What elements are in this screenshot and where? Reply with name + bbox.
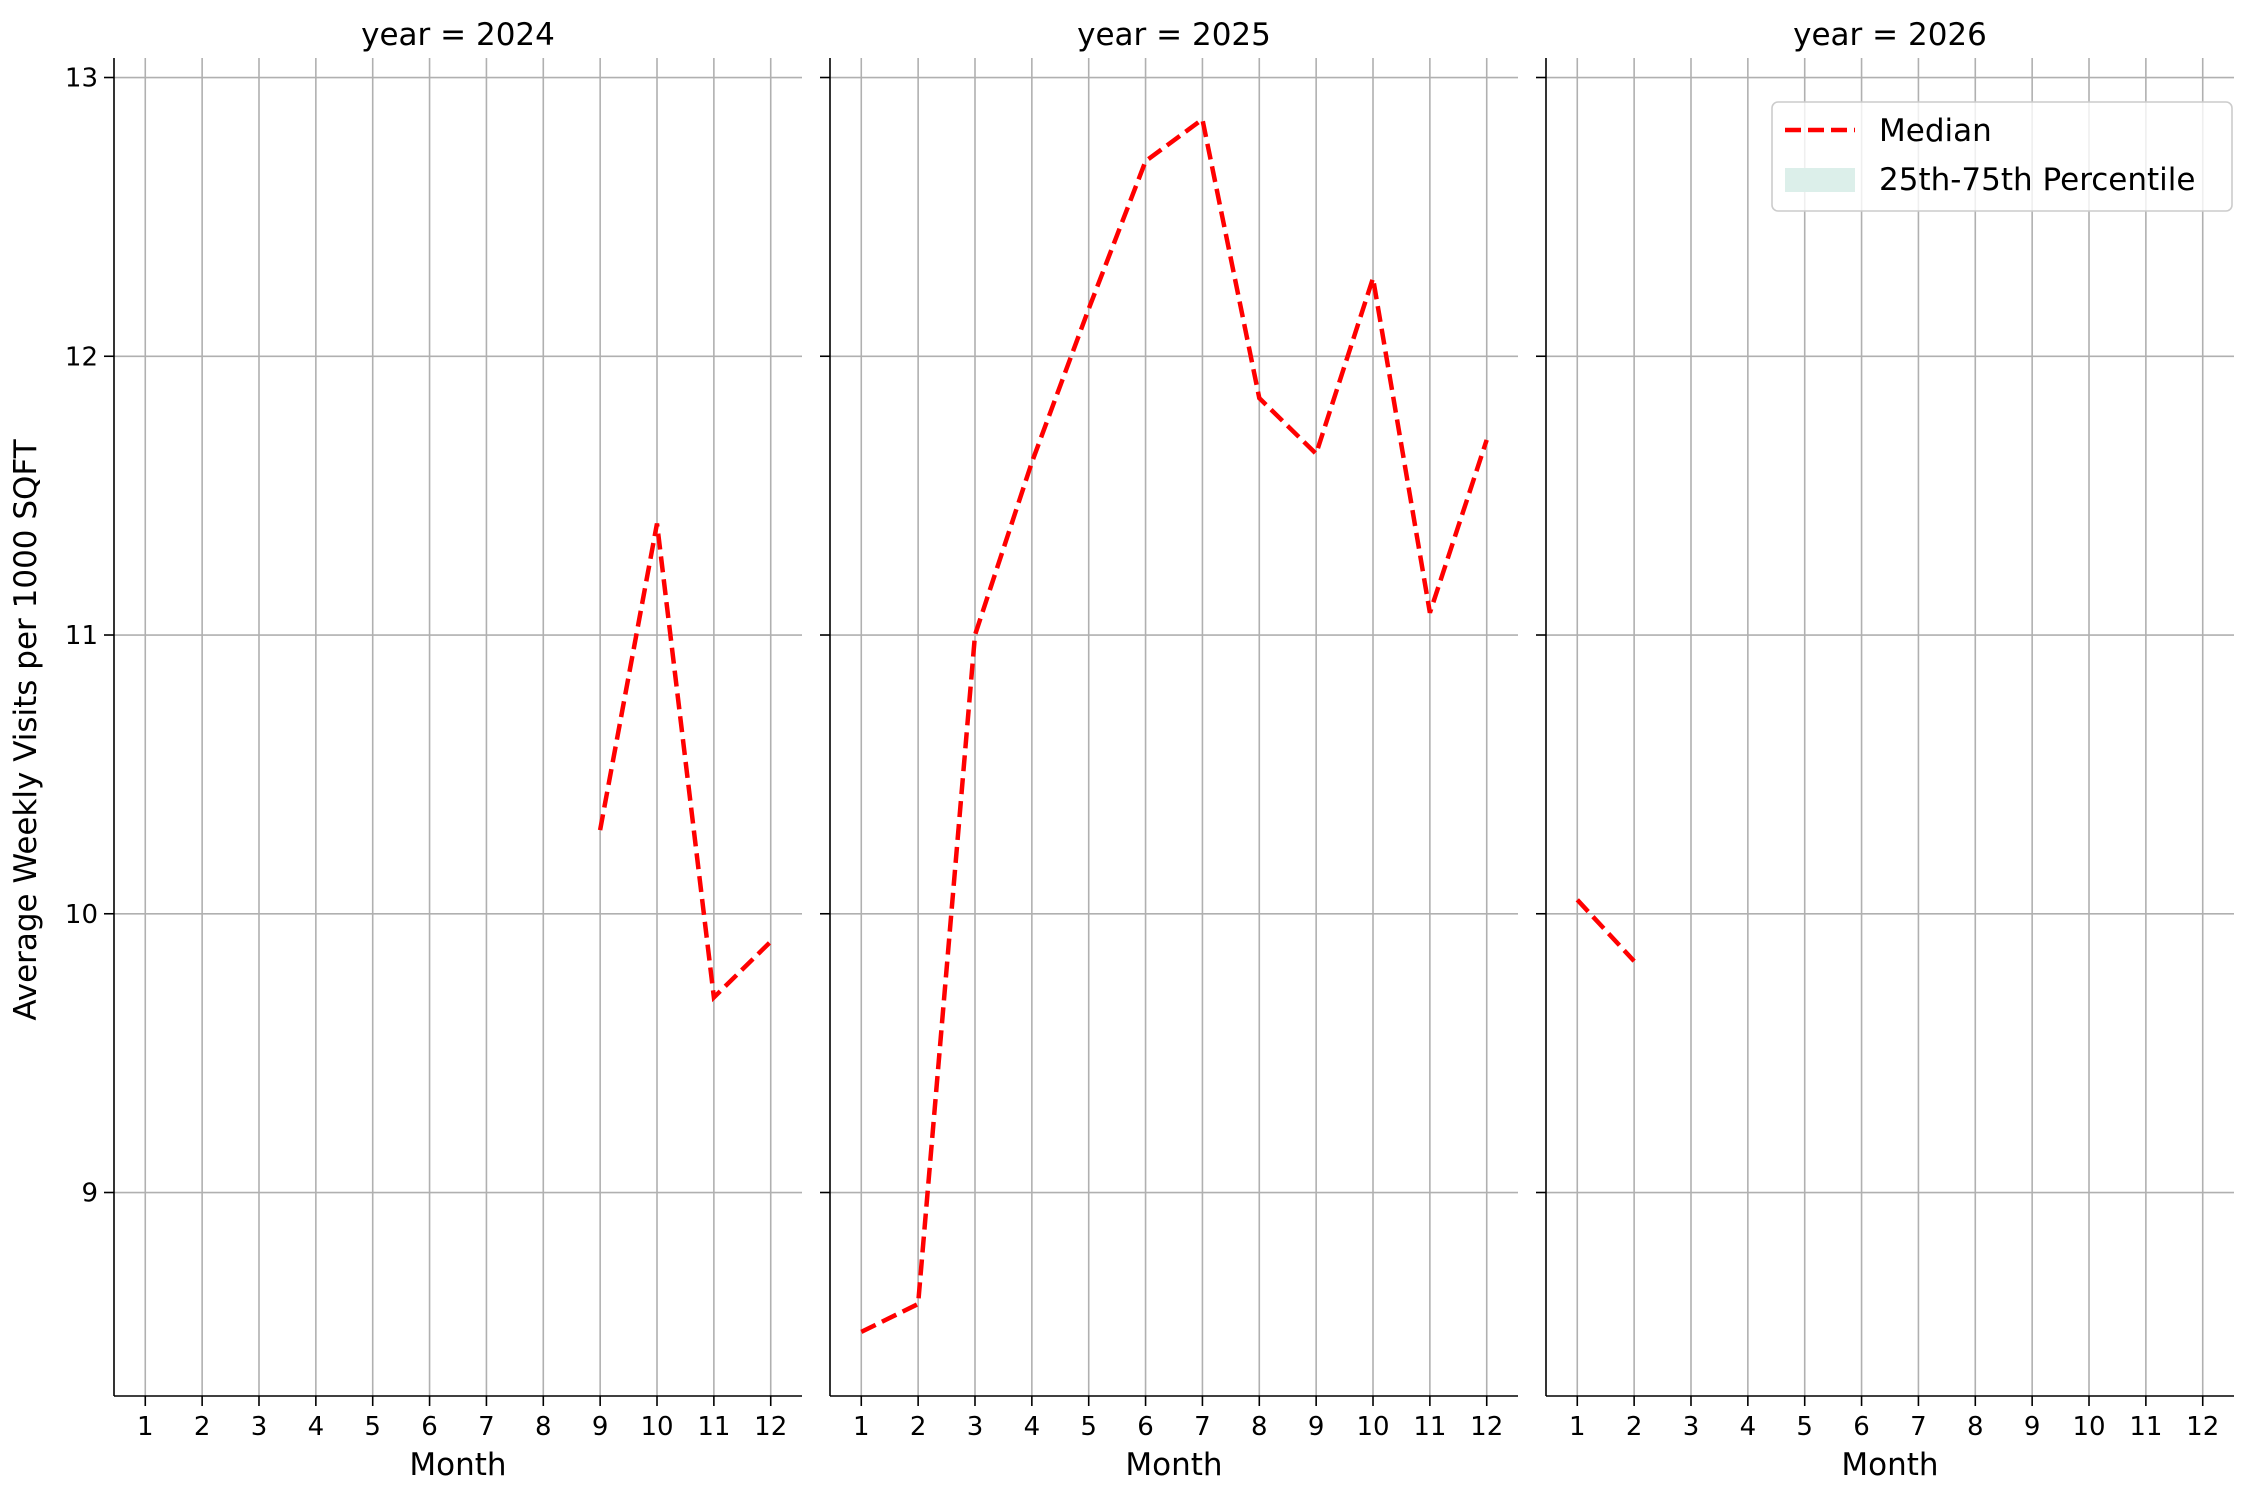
x-tick-label: 2 [1626, 1412, 1643, 1442]
legend-percentile-swatch [1785, 168, 1855, 192]
legend-frame [1771, 101, 2233, 212]
x-tick-label: 12 [754, 1412, 787, 1442]
x-tick-label: 4 [1024, 1412, 1041, 1442]
median-series-line [597, 523, 773, 1003]
x-tick-label: 11 [2129, 1412, 2162, 1442]
y-axis-label: Average Weekly Visits per 1000 SQFT [8, 438, 44, 1020]
x-tick-label: 9 [592, 1412, 609, 1442]
median-series-line [1575, 898, 1636, 963]
x-tick-label: 8 [1967, 1412, 1984, 1442]
x-tick-label: 10 [1356, 1412, 1389, 1442]
x-tick-label: 2 [194, 1412, 211, 1442]
y-tick-label: 9 [81, 1179, 98, 1209]
x-tick-label: 8 [535, 1412, 552, 1442]
x-tick-label: 11 [697, 1412, 730, 1442]
x-tick-label: 12 [1470, 1412, 1503, 1442]
x-tick-label: 5 [1080, 1412, 1097, 1442]
panel-title: year = 2025 [1077, 17, 1271, 53]
x-axis-label: Month [1841, 1447, 1938, 1483]
x-tick-label: 3 [967, 1412, 984, 1442]
x-tick-label: 5 [364, 1412, 381, 1442]
x-tick-label: 4 [1740, 1412, 1757, 1442]
x-tick-label: 3 [1683, 1412, 1700, 1442]
x-tick-label: 7 [478, 1412, 495, 1442]
x-axis-label: Month [409, 1447, 506, 1483]
y-tick-label: 12 [65, 342, 98, 372]
median-series-line [860, 115, 1489, 1334]
y-tick-label: 11 [65, 621, 98, 651]
x-tick-label: 6 [1853, 1412, 1870, 1442]
x-tick-label: 7 [1910, 1412, 1927, 1442]
x-tick-label: 7 [1194, 1412, 1211, 1442]
x-tick-label: 10 [2072, 1412, 2105, 1442]
x-tick-label: 2 [910, 1412, 927, 1442]
x-tick-label: 9 [1308, 1412, 1325, 1442]
x-tick-label: 5 [1796, 1412, 1813, 1442]
x-tick-label: 11 [1413, 1412, 1446, 1442]
x-tick-label: 8 [1251, 1412, 1268, 1442]
x-tick-label: 1 [1569, 1412, 1586, 1442]
x-tick-label: 4 [308, 1412, 325, 1442]
x-tick-label: 6 [1137, 1412, 1154, 1442]
y-axis-label-group: Average Weekly Visits per 1000 SQFT [8, 438, 44, 1020]
legend-percentile-label: 25th-75th Percentile [1879, 162, 2195, 198]
x-tick-label: 1 [137, 1412, 154, 1442]
x-tick-label: 9 [2024, 1412, 2041, 1442]
y-tick-label: 13 [65, 64, 98, 94]
x-tick-label: 10 [640, 1412, 673, 1442]
legend: Median 25th-75th Percentile [1771, 101, 2233, 212]
x-tick-label: 1 [853, 1412, 870, 1442]
x-tick-label: 6 [421, 1412, 438, 1442]
x-tick-label: 3 [251, 1412, 268, 1442]
x-axis-label: Month [1125, 1447, 1222, 1483]
x-tick-label: 12 [2186, 1412, 2219, 1442]
panel-title: year = 2024 [361, 17, 555, 53]
legend-median-label: Median [1879, 113, 1992, 149]
panel-title: year = 2026 [1793, 17, 1987, 53]
y-tick-label: 10 [65, 900, 98, 930]
